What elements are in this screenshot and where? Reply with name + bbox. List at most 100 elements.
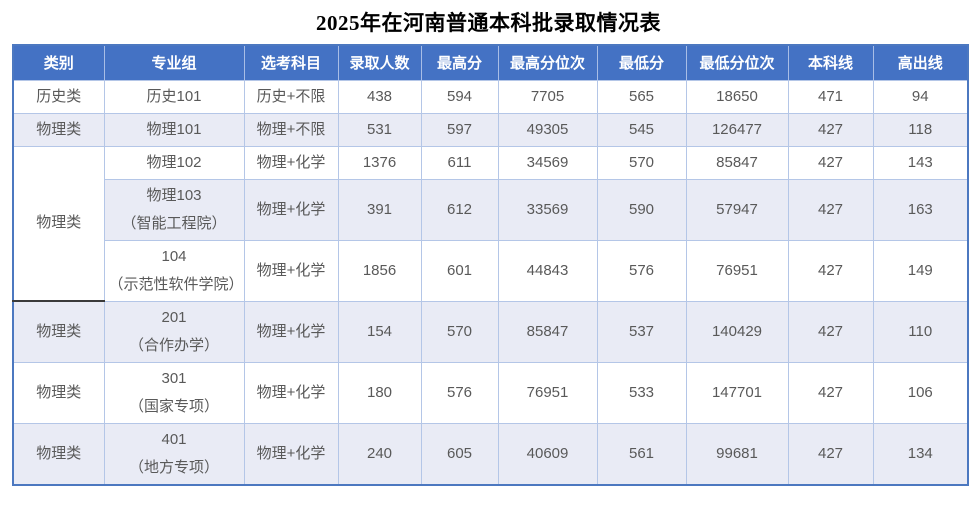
cell-major-group: 物理102 bbox=[103, 145, 245, 180]
cell-category: 物理类 bbox=[12, 145, 105, 302]
cell-undergrad-line: 427 bbox=[787, 422, 874, 485]
cell-max-score: 611 bbox=[420, 145, 499, 180]
cell-major-group: 401 （地方专项） bbox=[103, 422, 245, 485]
cell-undergrad-line: 471 bbox=[787, 79, 874, 114]
header-category: 类别 bbox=[13, 45, 104, 81]
cell-admitted-count: 1856 bbox=[337, 239, 422, 302]
cell-min-score-rank: 18650 bbox=[685, 79, 789, 114]
cell-major-group: 301 （国家专项） bbox=[103, 361, 245, 424]
header-max-score: 最高分 bbox=[420, 45, 498, 81]
cell-undergrad-line: 427 bbox=[787, 300, 874, 363]
cell-above-line: 149 bbox=[872, 239, 969, 302]
cell-elective-subjects: 历史+不限 bbox=[243, 79, 339, 114]
cell-above-line: 110 bbox=[872, 300, 969, 363]
cell-above-line: 106 bbox=[872, 361, 969, 424]
cell-elective-subjects: 物理+化学 bbox=[243, 422, 339, 485]
table-row: 物理类 401 （地方专项） 物理+化学 240 605 40609 561 99681 427… bbox=[12, 422, 969, 485]
cell-max-score-rank: 85847 bbox=[497, 300, 598, 363]
cell-max-score: 594 bbox=[420, 79, 499, 114]
cell-admitted-count: 154 bbox=[337, 300, 422, 363]
cell-max-score-rank: 49305 bbox=[497, 112, 598, 147]
cell-min-score-rank: 140429 bbox=[685, 300, 789, 363]
cell-max-score: 601 bbox=[420, 239, 499, 302]
cell-max-score-rank: 76951 bbox=[497, 361, 598, 424]
cell-min-score: 545 bbox=[596, 112, 687, 147]
cell-min-score: 533 bbox=[596, 361, 687, 424]
table-body: 历史类 历史101 历史+不限 438 594 7705 565 18650 471 94 物理类物… bbox=[12, 79, 969, 485]
cell-admitted-count: 240 bbox=[337, 422, 422, 485]
cell-max-score-rank: 40609 bbox=[497, 422, 598, 485]
cell-above-line: 94 bbox=[872, 79, 969, 114]
cell-max-score-rank: 44843 bbox=[497, 239, 598, 302]
cell-undergrad-line: 427 bbox=[787, 178, 874, 241]
cell-elective-subjects: 物理+不限 bbox=[243, 112, 339, 147]
cell-major-group: 历史101 bbox=[103, 79, 245, 114]
cell-admitted-count: 438 bbox=[337, 79, 422, 114]
cell-category: 物理类 bbox=[12, 112, 105, 147]
cell-elective-subjects: 物理+化学 bbox=[243, 361, 339, 424]
cell-min-score: 570 bbox=[596, 145, 687, 180]
table-row: 104 （示范性软件学院） 物理+化学 1856 601 44843 576 76951 42… bbox=[13, 239, 969, 302]
cell-max-score-rank: 7705 bbox=[497, 79, 598, 114]
cell-major-group: 物理101 bbox=[103, 112, 245, 147]
cell-max-score: 576 bbox=[420, 361, 499, 424]
cell-undergrad-line: 427 bbox=[787, 145, 874, 180]
cell-above-line: 134 bbox=[872, 422, 969, 485]
table-row: 历史类 历史101 历史+不限 438 594 7705 565 18650 471 94 bbox=[12, 79, 969, 114]
cell-min-score-rank: 85847 bbox=[685, 145, 789, 180]
cell-undergrad-line: 427 bbox=[787, 239, 874, 302]
table-row: 物理类 301 （国家专项） 物理+化学 180 576 76951 533 147701 42… bbox=[12, 361, 969, 424]
cell-category: 历史类 bbox=[12, 79, 105, 114]
cell-admitted-count: 531 bbox=[337, 112, 422, 147]
cell-elective-subjects: 物理+化学 bbox=[243, 239, 339, 302]
cell-above-line: 143 bbox=[872, 145, 969, 180]
table-row: 物理类 201 （合作办学） 物理+化学 154 570 85847 537 140429 42… bbox=[12, 300, 969, 363]
cell-above-line: 118 bbox=[872, 112, 969, 147]
cell-max-score: 597 bbox=[420, 112, 499, 147]
cell-elective-subjects: 物理+化学 bbox=[243, 178, 339, 241]
cell-admitted-count: 180 bbox=[337, 361, 422, 424]
cell-admitted-count: 1376 bbox=[337, 145, 422, 180]
cell-min-score: 590 bbox=[596, 178, 687, 241]
cell-elective-subjects: 物理+化学 bbox=[243, 300, 339, 363]
cell-min-score-rank: 147701 bbox=[685, 361, 789, 424]
cell-min-score: 537 bbox=[596, 300, 687, 363]
admission-score-table: 类别 专业组 选考科目 录取人数 最高分 最高分位次 最低分 最低分位次 本科线… bbox=[12, 44, 969, 486]
header-min-score: 最低分 bbox=[596, 45, 686, 81]
header-elective-subjects: 选考科目 bbox=[243, 45, 338, 81]
cell-major-group: 201 （合作办学） bbox=[103, 300, 245, 363]
cell-major-group: 物理103 （智能工程院） bbox=[103, 178, 245, 241]
page-title: 2025年在河南普通本科批录取情况表 bbox=[316, 11, 661, 35]
cell-max-score: 605 bbox=[420, 422, 499, 485]
cell-min-score-rank: 99681 bbox=[685, 422, 789, 485]
cell-max-score: 612 bbox=[420, 178, 499, 241]
table-row: 物理类 物理101 物理+不限 531 597 49305 545 126477 427 118 bbox=[12, 112, 969, 147]
cell-major-group: 104 （示范性软件学院） bbox=[103, 239, 245, 302]
cell-undergrad-line: 427 bbox=[787, 112, 874, 147]
cell-max-score-rank: 34569 bbox=[497, 145, 598, 180]
table-header-row: 类别 专业组 选考科目 录取人数 最高分 最高分位次 最低分 最低分位次 本科线… bbox=[13, 45, 968, 81]
cell-min-score-rank: 126477 bbox=[685, 112, 789, 147]
header-max-score-rank: 最高分位次 bbox=[497, 45, 597, 81]
cell-min-score-rank: 57947 bbox=[685, 178, 789, 241]
header-undergrad-line: 本科线 bbox=[787, 45, 873, 81]
cell-max-score-rank: 33569 bbox=[497, 178, 598, 241]
cell-min-score-rank: 76951 bbox=[685, 239, 789, 302]
cell-category: 物理类 bbox=[12, 361, 105, 424]
cell-min-score: 576 bbox=[596, 239, 687, 302]
table-row: 物理类 物理102 物理+化学 1376 611 34569 570 85847 427 143 bbox=[12, 145, 969, 302]
cell-admitted-count: 391 bbox=[337, 178, 422, 241]
cell-min-score: 561 bbox=[596, 422, 687, 485]
cell-undergrad-line: 427 bbox=[787, 361, 874, 424]
cell-above-line: 163 bbox=[872, 178, 969, 241]
header-min-score-rank: 最低分位次 bbox=[685, 45, 788, 81]
cell-max-score: 570 bbox=[420, 300, 499, 363]
header-admitted-count: 录取人数 bbox=[337, 45, 421, 81]
cell-elective-subjects: 物理+化学 bbox=[243, 145, 339, 180]
cell-min-score: 565 bbox=[596, 79, 687, 114]
header-above-line: 高出线 bbox=[872, 45, 968, 81]
cell-category: 物理类 bbox=[12, 422, 105, 485]
cell-category: 物理类 bbox=[12, 300, 105, 363]
header-major-group: 专业组 bbox=[103, 45, 244, 81]
